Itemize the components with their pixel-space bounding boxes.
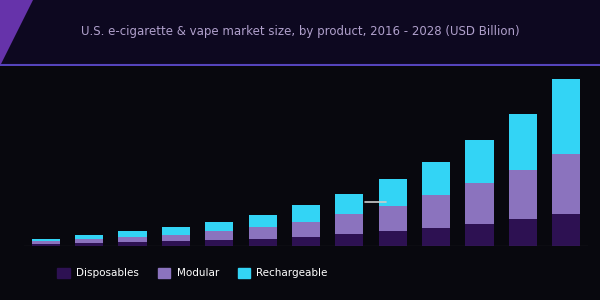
- Bar: [118, 242, 146, 246]
- Bar: [118, 237, 146, 242]
- Bar: [292, 237, 320, 246]
- Bar: [466, 224, 494, 246]
- Bar: [248, 214, 277, 227]
- Bar: [75, 235, 103, 239]
- Bar: [248, 227, 277, 239]
- Bar: [422, 228, 450, 246]
- Legend: Disposables, Modular, Rechargeable: Disposables, Modular, Rechargeable: [53, 263, 332, 283]
- Bar: [32, 244, 60, 246]
- Bar: [292, 222, 320, 237]
- Bar: [335, 194, 364, 214]
- Bar: [32, 238, 60, 242]
- Bar: [466, 183, 494, 224]
- Bar: [335, 214, 364, 234]
- Bar: [162, 241, 190, 246]
- Bar: [379, 231, 407, 246]
- Bar: [509, 169, 537, 219]
- Bar: [422, 195, 450, 228]
- Bar: [162, 227, 190, 235]
- Bar: [552, 79, 580, 154]
- Polygon shape: [0, 0, 33, 66]
- Bar: [379, 206, 407, 231]
- Bar: [509, 114, 537, 169]
- Bar: [509, 219, 537, 246]
- Bar: [205, 231, 233, 240]
- Bar: [118, 231, 146, 237]
- Bar: [205, 222, 233, 231]
- Bar: [379, 179, 407, 206]
- Bar: [292, 205, 320, 222]
- Bar: [162, 235, 190, 241]
- Bar: [466, 140, 494, 183]
- Bar: [335, 234, 364, 246]
- Bar: [248, 238, 277, 246]
- Bar: [205, 240, 233, 246]
- Bar: [422, 161, 450, 195]
- Bar: [32, 242, 60, 244]
- Bar: [552, 214, 580, 246]
- Bar: [552, 154, 580, 214]
- Text: U.S. e-cigarette & vape market size, by product, 2016 - 2028 (USD Billion): U.S. e-cigarette & vape market size, by …: [80, 25, 520, 38]
- Bar: [75, 243, 103, 246]
- Bar: [75, 239, 103, 243]
